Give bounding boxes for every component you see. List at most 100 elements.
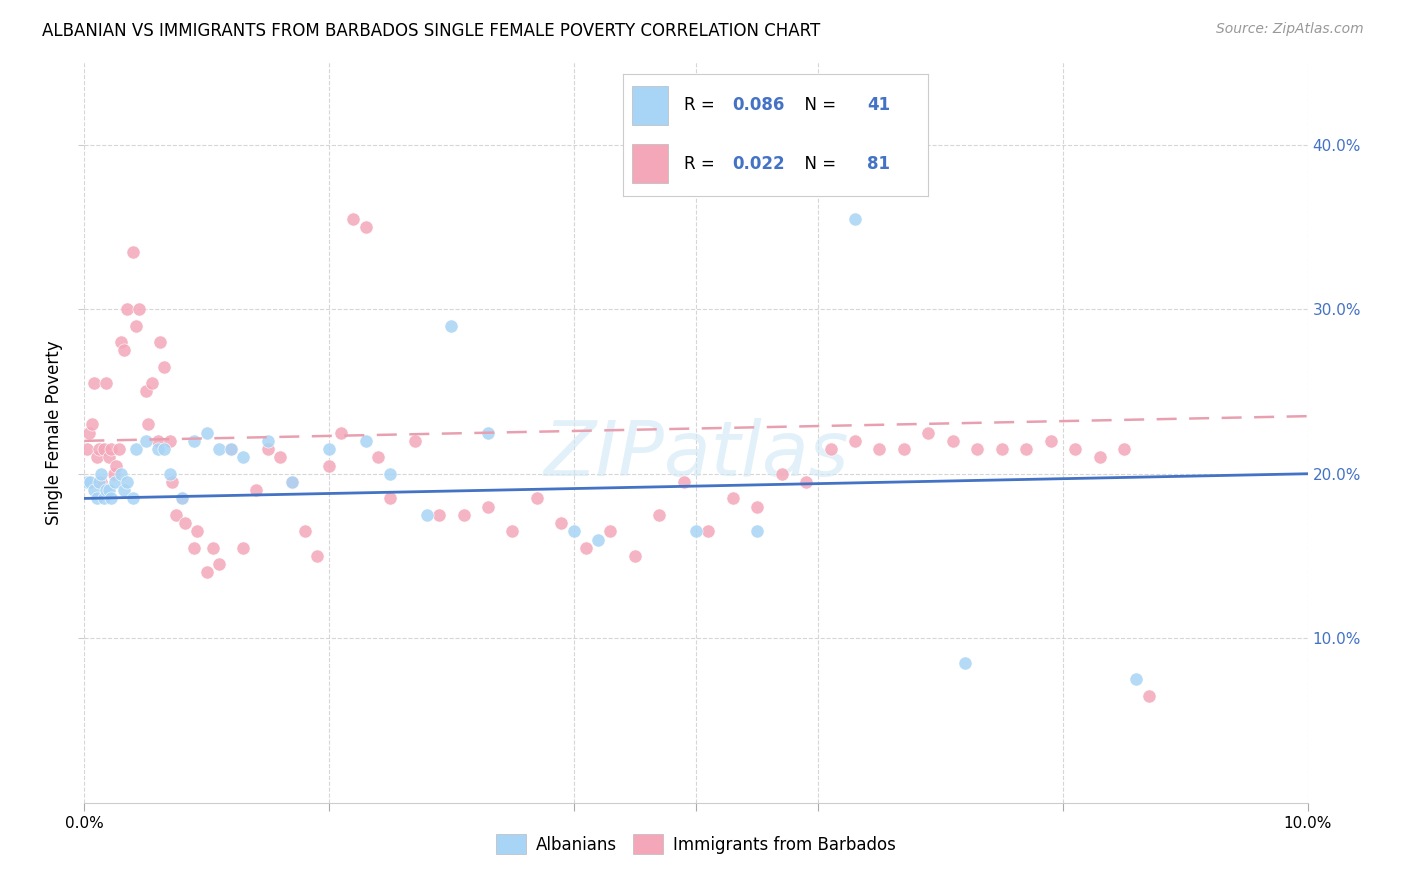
Point — [125, 318, 148, 333]
Point — [86, 491, 108, 506]
Point — [770, 467, 793, 481]
Point — [110, 335, 132, 350]
Point — [173, 516, 195, 530]
Point — [162, 475, 184, 489]
Point — [380, 491, 402, 506]
Point — [586, 533, 609, 547]
Point — [90, 475, 112, 489]
Point — [697, 524, 720, 539]
Point — [80, 417, 103, 432]
Point — [844, 211, 866, 226]
Point — [526, 491, 548, 506]
Point — [97, 450, 120, 465]
Point — [305, 549, 328, 563]
Y-axis label: Single Female Poverty: Single Female Poverty — [45, 341, 63, 524]
Point — [966, 442, 988, 456]
Point — [991, 442, 1014, 456]
Point — [115, 302, 138, 317]
Point — [115, 475, 138, 489]
Point — [172, 491, 194, 506]
Text: ZIPatlas: ZIPatlas — [543, 417, 849, 491]
Text: Source: ZipAtlas.com: Source: ZipAtlas.com — [1216, 22, 1364, 37]
Point — [103, 467, 125, 481]
Point — [440, 318, 463, 333]
Point — [125, 442, 148, 456]
Point — [477, 425, 499, 440]
Point — [165, 508, 187, 522]
Point — [380, 467, 402, 481]
Point — [93, 442, 115, 456]
Point — [83, 376, 105, 391]
Point — [195, 566, 218, 580]
Point — [159, 434, 181, 448]
Point — [869, 442, 891, 456]
Point — [281, 475, 304, 489]
Point — [1137, 689, 1160, 703]
Point — [893, 442, 915, 456]
Point — [342, 211, 364, 226]
Point — [245, 483, 267, 498]
Point — [146, 442, 169, 456]
Point — [208, 558, 231, 572]
Point — [153, 442, 176, 456]
Point — [149, 335, 172, 350]
Point — [135, 434, 157, 448]
Point — [747, 524, 769, 539]
Point — [721, 491, 744, 506]
Point — [141, 376, 163, 391]
Point — [112, 343, 135, 358]
Point — [354, 434, 377, 448]
Point — [183, 541, 205, 555]
Point — [83, 483, 105, 498]
Point — [330, 425, 353, 440]
Point — [110, 467, 132, 481]
Point — [136, 417, 159, 432]
Point — [195, 425, 218, 440]
Point — [1088, 450, 1111, 465]
Point — [201, 541, 224, 555]
Point — [219, 442, 242, 456]
Point — [96, 483, 118, 498]
Point — [550, 516, 572, 530]
Point — [97, 483, 120, 498]
Point — [318, 458, 340, 473]
Point — [416, 508, 439, 522]
Point — [844, 434, 866, 448]
Point — [672, 475, 695, 489]
Point — [186, 524, 208, 539]
Point — [1039, 434, 1062, 448]
Point — [354, 219, 377, 234]
Point — [219, 442, 242, 456]
Point — [794, 475, 817, 489]
Point — [318, 442, 340, 456]
Point — [599, 524, 621, 539]
Point — [624, 549, 647, 563]
Point — [427, 508, 450, 522]
Point — [100, 442, 122, 456]
Point — [135, 384, 157, 399]
Point — [942, 434, 965, 448]
Point — [76, 475, 98, 489]
Point — [208, 442, 231, 456]
Point — [562, 524, 585, 539]
Point — [105, 458, 128, 473]
Point — [294, 524, 316, 539]
Point — [685, 524, 707, 539]
Point — [100, 491, 122, 506]
Point — [96, 376, 118, 391]
Point — [104, 475, 127, 489]
Point — [93, 491, 115, 506]
Point — [1064, 442, 1087, 456]
Point — [79, 475, 101, 489]
Point — [128, 302, 150, 317]
Point — [87, 442, 110, 456]
Point — [107, 442, 129, 456]
Point — [146, 434, 169, 448]
Point — [1015, 442, 1038, 456]
Legend: Albanians, Immigrants from Barbados: Albanians, Immigrants from Barbados — [489, 828, 903, 861]
Point — [404, 434, 426, 448]
Point — [159, 467, 181, 481]
Point — [648, 508, 671, 522]
Point — [183, 434, 205, 448]
Point — [87, 475, 110, 489]
